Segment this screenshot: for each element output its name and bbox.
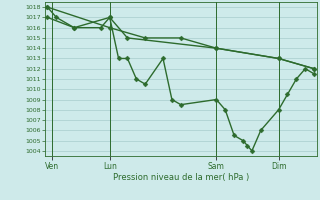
X-axis label: Pression niveau de la mer( hPa ): Pression niveau de la mer( hPa ) <box>113 173 249 182</box>
